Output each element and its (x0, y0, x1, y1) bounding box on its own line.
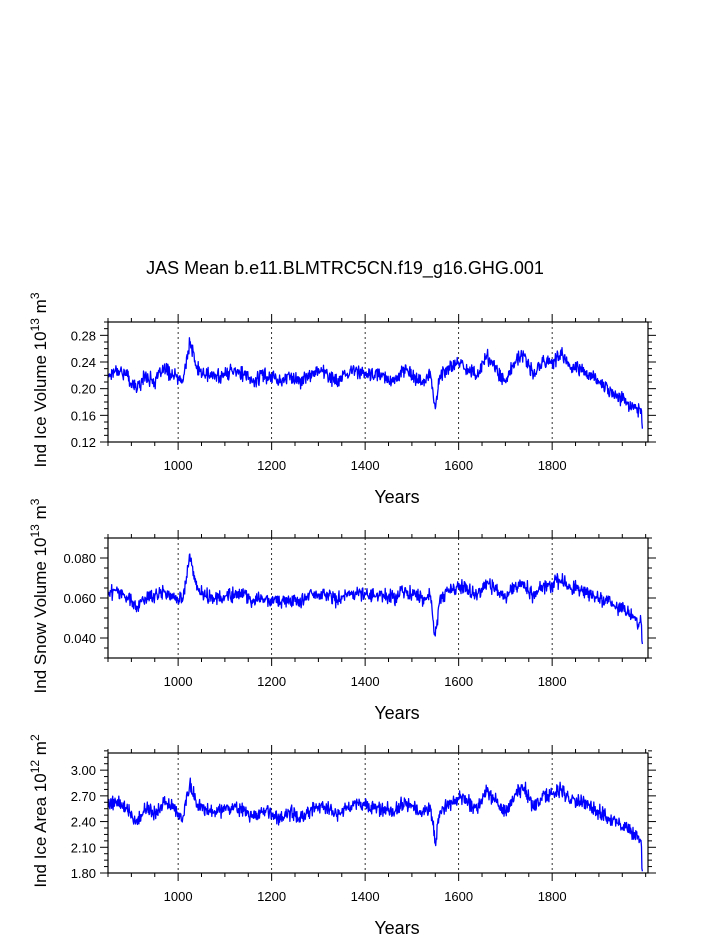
y-axis-label-part: m (31, 741, 50, 760)
x-tick-label: 1600 (444, 889, 473, 904)
data-line (107, 777, 644, 872)
x-tick-label: 1600 (444, 674, 473, 689)
y-axis-label-part: 3 (28, 292, 42, 299)
data-line (107, 337, 644, 429)
y-axis-label: Ind Snow Volume 1013 m3 (28, 498, 50, 693)
y-tick-label: 1.80 (71, 866, 96, 881)
chart-panels: 1000 1200 1400 1600 1800 0.12 0.16 0.20 0.24 0.28… (28, 292, 656, 935)
x-tick-label: 1600 (444, 458, 473, 473)
y-tick-label: 0.12 (71, 435, 96, 450)
chart-panel-1: 1000 1200 1400 1600 1800 0.12 0.16 0.20 0.24 0.28… (28, 292, 656, 507)
x-tick-label: 1000 (164, 889, 193, 904)
x-tick-label: 1200 (257, 889, 286, 904)
y-axis-label-part: m (31, 299, 50, 318)
x-axis-label: Years (374, 703, 419, 723)
y-axis-label: Ind Ice Volume 1013 m3 (28, 292, 50, 467)
y-axis-label-part: Ind Ice Volume 10 (31, 331, 50, 467)
y-axis-label-part: 12 (28, 760, 42, 774)
chart-panel-3: 1000 1200 1400 1600 1800 1.80 2.10 2.40 2.70 3.00… (28, 734, 656, 935)
y-axis-label-part: 3 (28, 498, 42, 505)
y-tick-label: 0.20 (71, 382, 96, 397)
y-tick-label: 2.10 (71, 840, 96, 855)
x-axis-label: Years (374, 918, 419, 935)
y-axis-label-part: Ind Ice Area 10 (31, 773, 50, 887)
x-tick-label: 1400 (351, 458, 380, 473)
y-tick-label: 0.28 (71, 328, 96, 343)
x-tick-label: 1200 (257, 458, 286, 473)
chart-title: JAS Mean b.e11.BLMTRC5CN.f19_g16.GHG.001 (146, 258, 544, 279)
y-tick-label: 3.00 (71, 763, 96, 778)
plot-frame (107, 752, 649, 874)
x-tick-label: 1400 (351, 674, 380, 689)
chart-panel-2: 1000 1200 1400 1600 1800 0.040 0.060 0.080 Years… (28, 498, 656, 723)
y-tick-label: 0.060 (63, 591, 96, 606)
x-tick-label: 1800 (538, 674, 567, 689)
y-tick-label: 0.040 (63, 631, 96, 646)
y-tick-label: 0.16 (71, 408, 96, 423)
x-tick-label: 1000 (164, 458, 193, 473)
y-tick-label: 2.70 (71, 789, 96, 804)
x-tick-label: 1200 (257, 674, 286, 689)
x-tick-label: 1800 (538, 889, 567, 904)
data-line (107, 553, 644, 645)
y-tick-label: 0.24 (71, 355, 96, 370)
y-tick-label: 0.080 (63, 551, 96, 566)
x-tick-label: 1000 (164, 674, 193, 689)
y-axis-label-part: 13 (28, 524, 42, 538)
y-axis-label-part: 13 (28, 318, 42, 332)
y-axis-label-part: Ind Snow Volume 10 (31, 537, 50, 693)
x-tick-label: 1400 (351, 889, 380, 904)
y-tick-label: 2.40 (71, 815, 96, 830)
y-axis-label: Ind Ice Area 1012 m2 (28, 734, 50, 888)
y-axis-label-part: 2 (28, 734, 42, 741)
x-tick-label: 1800 (538, 458, 567, 473)
x-axis-label: Years (374, 487, 419, 507)
y-axis-label-part: m (31, 505, 50, 524)
